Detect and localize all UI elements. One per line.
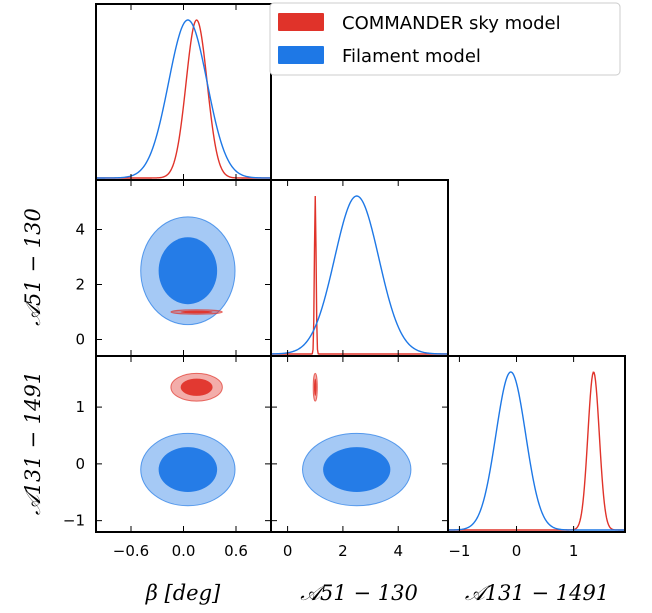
legend-label-commander: COMMANDER sky model: [342, 13, 561, 34]
panel-frame-2-2: [447, 355, 626, 533]
y-axis-label-a131: 𝒜131 − 1491: [21, 371, 45, 515]
panel-2-2: [447, 355, 626, 533]
x-tick-label-0-0: −0.6: [113, 542, 149, 560]
panel-1-1: [270, 179, 449, 357]
y-tick-label-2-1: 0: [75, 455, 85, 473]
marginal-curve-filament-2: [447, 371, 625, 531]
contour-68-commander-2-1: [313, 378, 317, 396]
contour-68-filament-2-1: [323, 447, 391, 492]
x-tick-label-1-0: 0: [283, 542, 293, 560]
contour-68-filament-1-0: [158, 237, 218, 305]
contour-68-filament-2-0: [158, 447, 218, 492]
x-tick-label-2-0: −1: [448, 542, 470, 560]
y-tick-label-2-0: −1: [63, 512, 85, 530]
y-tick-label-1-0: 0: [75, 331, 85, 349]
x-axis-label-beta: β [deg]: [145, 581, 221, 605]
panel-0-0: [95, 3, 272, 181]
y-tick-label-1-2: 4: [75, 221, 85, 239]
contour-68-commander-2-0: [180, 378, 213, 396]
legend: COMMANDER sky model Filament model: [269, 2, 621, 76]
x-tick-label-1-2: 4: [393, 542, 403, 560]
panel-frame-1-1: [270, 179, 449, 357]
x-tick-label-0-2: 0.6: [224, 542, 248, 560]
legend-swatch-filament: [278, 46, 324, 64]
panel-2-0: [95, 355, 272, 533]
y-axis-label-a51: 𝒜51 − 130: [21, 208, 45, 326]
marginal-curve-filament-1: [270, 195, 449, 355]
panel-1-0: [95, 179, 272, 357]
marginal-curve-commander-2: [448, 371, 625, 531]
marginal-curve-filament-0: [96, 19, 272, 179]
panels: −0.6 0.0 0.6 0 2 4 −1 0 1 0 2 4 −1 0 1: [63, 3, 626, 560]
legend-box: [269, 2, 621, 76]
panel-frame-0-0: [95, 3, 272, 181]
x-tick-label-2-2: 1: [569, 542, 579, 560]
y-tick-label-2-2: 1: [75, 398, 85, 416]
panel-2-1: [270, 355, 449, 533]
y-tick-label-1-1: 2: [75, 276, 85, 294]
x-axis-label-a131: 𝒜131 − 1491: [465, 581, 609, 605]
marginal-curve-commander-1: [271, 195, 448, 355]
marginal-curve-commander-0: [96, 19, 271, 179]
x-tick-label-2-1: 0: [512, 542, 522, 560]
x-tick-label-0-1: 0.0: [172, 542, 196, 560]
contour-68-commander-1-0: [180, 310, 213, 314]
legend-swatch-commander: [278, 13, 324, 31]
x-axis-label-a51: 𝒜51 − 130: [300, 581, 418, 605]
x-tick-label-1-1: 2: [338, 542, 348, 560]
legend-label-filament: Filament model: [342, 46, 481, 67]
